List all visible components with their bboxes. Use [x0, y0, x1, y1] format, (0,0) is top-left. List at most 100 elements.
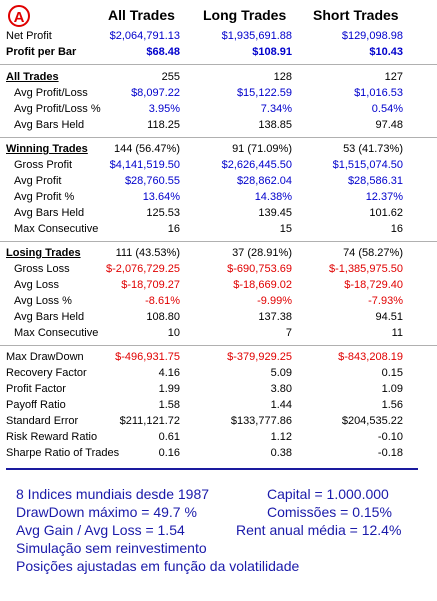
section-all-trades: All Trades 255 128 127	[0, 69, 437, 85]
section-title: All Trades	[6, 71, 59, 83]
row-avg-profit-loss-pct: Avg Profit/Loss % 3.95% 7.34% 0.54%	[0, 101, 437, 117]
value-all: 1.99	[158, 383, 180, 395]
value-short: 97.48	[375, 119, 403, 131]
note-volatility-positions: Posições ajustadas em função da volatili…	[16, 558, 300, 574]
value-short: $10.43	[369, 46, 403, 58]
logo-badge: A	[8, 5, 30, 27]
row-max-consecutive: Max Consecutive 16 15 16	[0, 221, 437, 237]
value-all: $-2,076,729.25	[105, 263, 180, 275]
value-long: 14.38%	[254, 191, 292, 203]
value-short: 12.37%	[365, 191, 403, 203]
value-long: $-690,753.69	[227, 263, 292, 275]
value-long: 91 (71.09%)	[232, 143, 292, 155]
row-label: Avg Bars Held	[14, 119, 85, 131]
note-indices: 8 Indices mundiais desde 1987	[16, 486, 210, 502]
value-all: $-496,931.75	[115, 351, 180, 363]
row-label: Avg Bars Held	[14, 311, 85, 323]
row-label: Avg Profit	[14, 175, 62, 187]
header-short-trades: Short Trades	[313, 7, 399, 23]
value-all: 144 (56.47%)	[113, 143, 180, 155]
value-short: 94.51	[375, 311, 403, 323]
value-short: $204,535.22	[341, 415, 403, 427]
row-avg-profit-loss: Avg Profit/Loss $8,097.22 $15,122.59 $1,…	[0, 85, 437, 101]
value-short: 127	[384, 71, 403, 83]
value-short: 16	[390, 223, 403, 235]
value-short: $28,586.31	[347, 175, 403, 187]
row-label: Avg Bars Held	[14, 207, 85, 219]
value-all: 4.16	[158, 367, 180, 379]
value-short: $-1,385,975.50	[328, 263, 403, 275]
row-label: Gross Loss	[14, 263, 70, 275]
row-label: Avg Profit/Loss %	[14, 103, 101, 115]
row-label: Net Profit	[6, 30, 52, 42]
value-long: $108.91	[252, 46, 292, 58]
section-title: Winning Trades	[6, 143, 88, 155]
row-gross-loss: Gross Loss $-2,076,729.25 $-690,753.69 $…	[0, 261, 437, 277]
section-title: Losing Trades	[6, 247, 81, 259]
value-all: 16	[167, 223, 180, 235]
value-long: 0.38	[270, 447, 292, 459]
value-long: 137.38	[258, 311, 292, 323]
value-long: 7.34%	[260, 103, 292, 115]
value-short: 1.09	[381, 383, 403, 395]
value-long: 5.09	[270, 367, 292, 379]
row-avg-profit: Avg Profit $28,760.55 $28,862.04 $28,586…	[0, 173, 437, 189]
value-all: $68.48	[146, 46, 180, 58]
value-long: 1.44	[270, 399, 292, 411]
row-label: Payoff Ratio	[6, 399, 66, 411]
row-profit-factor: Profit Factor 1.99 3.80 1.09	[0, 381, 437, 397]
section-losing-trades: Losing Trades 111 (43.53%) 37 (28.91%) 7…	[0, 245, 437, 261]
value-short: 101.62	[369, 207, 403, 219]
row-label: Standard Error	[6, 415, 79, 427]
divider	[0, 241, 437, 242]
row-label: Gross Profit	[14, 159, 73, 171]
value-all: 255	[161, 71, 180, 83]
value-long: 3.80	[270, 383, 292, 395]
value-short: 0.15	[381, 367, 403, 379]
row-label: Avg Profit %	[14, 191, 75, 203]
value-long: 1.12	[270, 431, 292, 443]
row-sharpe-ratio: Sharpe Ratio of Trades 0.16 0.38 -0.18	[0, 445, 437, 461]
row-label: Max Consecutive	[14, 327, 99, 339]
value-all: -8.61%	[145, 295, 180, 307]
value-long: 128	[273, 71, 292, 83]
value-all: 1.58	[158, 399, 180, 411]
value-all: 125.53	[146, 207, 180, 219]
row-avg-bars-held: Avg Bars Held 125.53 139.45 101.62	[0, 205, 437, 221]
value-all: 13.64%	[142, 191, 180, 203]
value-short: 11	[391, 327, 403, 339]
row-avg-bars-held: Avg Bars Held 108.80 137.38 94.51	[0, 309, 437, 325]
note-annual-return: Rent anual média = 12.4%	[236, 522, 402, 538]
value-all: $2,064,791.13	[109, 30, 180, 42]
row-label: Profit per Bar	[6, 46, 77, 58]
divider	[0, 345, 437, 346]
value-long: $1,935,691.88	[221, 30, 292, 42]
value-all: 0.16	[158, 447, 180, 459]
row-label: Avg Loss	[14, 279, 60, 291]
value-all: $4,141,519.50	[109, 159, 180, 171]
value-long: 15	[279, 223, 292, 235]
value-all: 3.95%	[148, 103, 180, 115]
value-long: 138.85	[258, 119, 292, 131]
note-avg-gain-loss: Avg Gain / Avg Loss = 1.54	[16, 522, 185, 538]
notes-divider	[6, 468, 418, 470]
row-risk-reward-ratio: Risk Reward Ratio 0.61 1.12 -0.10	[0, 429, 437, 445]
note-max-drawdown: DrawDown máximo = 49.7 %	[16, 504, 197, 520]
header-all-trades: All Trades	[108, 7, 175, 23]
note-capital: Capital = 1.000.000	[267, 486, 389, 502]
value-short: -7.93%	[368, 295, 403, 307]
value-all: $28,760.55	[124, 175, 180, 187]
value-short: 1.56	[381, 399, 403, 411]
row-label: Avg Profit/Loss	[14, 87, 88, 99]
value-short: -0.10	[377, 431, 403, 443]
row-label: Recovery Factor	[6, 367, 87, 379]
row-gross-profit: Gross Profit $4,141,519.50 $2,626,445.50…	[0, 157, 437, 173]
row-recovery-factor: Recovery Factor 4.16 5.09 0.15	[0, 365, 437, 381]
value-long: $133,777.86	[230, 415, 292, 427]
value-long: 37 (28.91%)	[232, 247, 292, 259]
row-profit-per-bar: Profit per Bar $68.48 $108.91 $10.43	[0, 44, 437, 60]
value-short: 0.54%	[371, 103, 403, 115]
value-long: 139.45	[258, 207, 292, 219]
row-max-consecutive: Max Consecutive 10 7 11	[0, 325, 437, 341]
value-short: $-843,208.19	[338, 351, 403, 363]
